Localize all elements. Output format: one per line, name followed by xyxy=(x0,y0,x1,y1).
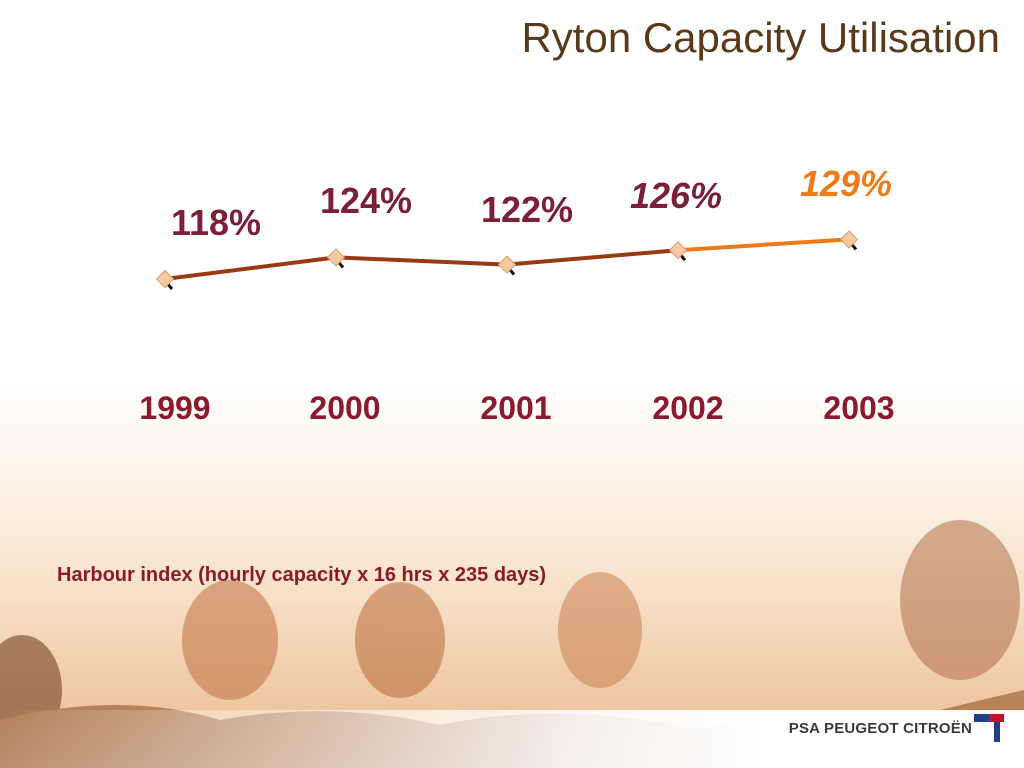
data-point xyxy=(326,248,346,267)
data-point xyxy=(497,255,517,274)
slide-title: Ryton Capacity Utilisation xyxy=(521,14,1000,61)
company-logo-icon xyxy=(974,714,1004,742)
data-point xyxy=(155,269,175,289)
company-logo-text: PSA PEUGEOT CITROËN xyxy=(788,720,972,737)
data-label: 126% xyxy=(630,175,722,216)
line-chart: 118% 124% 122% 126% 129% 1999 2000 2001 2002 2003 xyxy=(139,163,894,426)
data-label: 122% xyxy=(481,189,573,230)
x-tick-label: 2002 xyxy=(652,390,723,426)
x-tick-label: 2001 xyxy=(480,390,551,426)
x-tick-label: 2003 xyxy=(823,390,894,426)
series-line-main xyxy=(164,248,679,281)
footer-logo-bar xyxy=(0,710,1024,768)
data-point xyxy=(668,241,688,260)
footnote: Harbour index (hourly capacity x 16 hrs … xyxy=(57,564,547,586)
data-label: 118% xyxy=(171,202,261,243)
series-line-recent xyxy=(677,237,850,253)
x-tick-label: 1999 xyxy=(139,390,210,426)
data-point xyxy=(839,230,859,249)
data-label: 124% xyxy=(320,180,412,221)
data-label: 129% xyxy=(800,163,892,204)
x-tick-label: 2000 xyxy=(309,390,380,426)
